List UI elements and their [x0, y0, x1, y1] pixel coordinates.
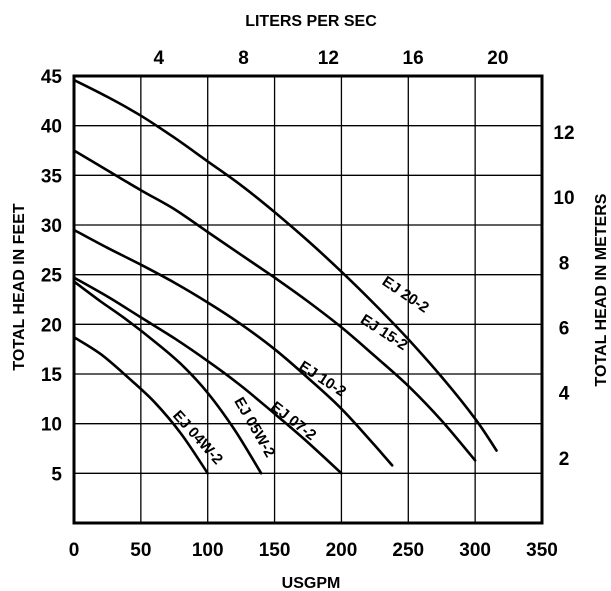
y-tick-label: 10	[41, 415, 62, 436]
curve-ej-05w-2	[72, 280, 263, 475]
top-tick-label: 4	[153, 48, 164, 69]
plot-frame	[72, 74, 544, 525]
top-tick-label: 20	[487, 48, 508, 69]
right-axis-title: TOTAL HEAD IN METERS	[593, 193, 610, 386]
y-tick-label: 20	[41, 315, 62, 336]
right-tick-label: 4	[559, 384, 570, 405]
left-axis-title: TOTAL HEAD IN FEET	[11, 203, 28, 370]
curve-ej-10-2	[72, 228, 394, 467]
y-tick-label: 15	[41, 365, 63, 386]
x-tick-label: 100	[192, 540, 224, 561]
x-tick-label: 200	[326, 540, 358, 561]
y-tick-label: 5	[51, 464, 62, 485]
top-tick-label: 16	[403, 48, 424, 69]
right-tick-label: 8	[559, 253, 570, 274]
right-tick-label: 2	[559, 449, 570, 470]
y-tick-label: 25	[41, 266, 63, 287]
curve-label-ej-20-2: EJ 20-2	[379, 273, 432, 316]
curve-ej-20-2	[72, 78, 498, 452]
series-curves	[72, 78, 498, 475]
top-axis-title: LITERS PER SEC	[245, 13, 377, 30]
grid	[74, 76, 542, 523]
curve-label-ej-05w-2: EJ 05W-2	[230, 394, 278, 460]
top-tick-label: 8	[238, 48, 249, 69]
tick-labels: 0 50 100 150 200 250 300 350 5 10 15 20 25 30 35 40 45 4 8…	[41, 48, 575, 561]
top-tick-label: 12	[318, 48, 339, 69]
curve-ej-07-2	[72, 276, 343, 475]
y-tick-label: 35	[41, 166, 63, 187]
x-tick-label: 150	[259, 540, 291, 561]
x-tick-label: 50	[130, 540, 151, 561]
x-tick-label: 350	[526, 540, 558, 561]
y-tick-label: 30	[41, 216, 62, 237]
bottom-axis-title: USGPM	[282, 575, 341, 591]
curve-ej-15-2	[72, 149, 477, 462]
x-tick-label: 300	[459, 540, 491, 561]
x-tick-label: 250	[392, 540, 424, 561]
right-tick-label: 12	[553, 123, 574, 144]
y-tick-label: 45	[41, 67, 63, 88]
x-tick-label: 0	[69, 540, 80, 561]
y-tick-label: 40	[41, 117, 62, 138]
right-tick-label: 10	[553, 188, 574, 209]
right-tick-label: 6	[559, 318, 570, 339]
curve-ej-04w-2	[72, 335, 209, 475]
